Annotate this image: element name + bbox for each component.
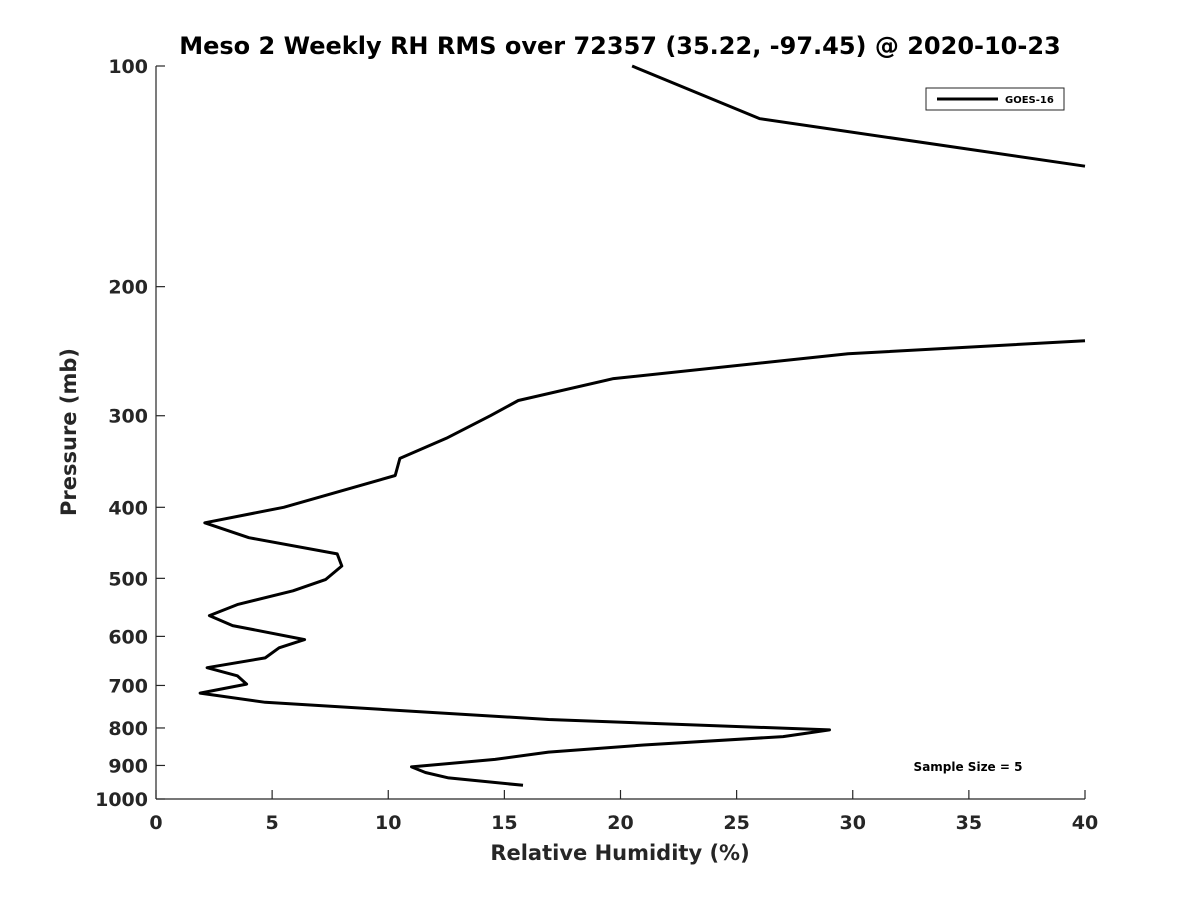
series-line-goes-16-segment-1: [631, 64, 1086, 168]
x-tick-label: 25: [723, 812, 749, 834]
y-tick-label: 300: [108, 406, 148, 428]
y-tick-label: 1000: [95, 789, 148, 811]
y-tick-label: 800: [108, 718, 148, 740]
x-tick-label: 5: [266, 812, 279, 834]
series-lines: [198, 64, 1086, 787]
y-axis-ticks: 100 200 300 400 500 600 700 800 900 1000: [95, 56, 165, 811]
y-tick-label: 100: [108, 56, 148, 78]
x-tick-label: 10: [375, 812, 401, 834]
x-tick-label: 30: [840, 812, 866, 834]
y-tick-label: 500: [108, 568, 148, 590]
legend-label-goes-16: GOES-16: [1005, 95, 1054, 106]
x-tick-label: 40: [1072, 812, 1098, 834]
x-tick-label: 35: [956, 812, 982, 834]
x-tick-label: 0: [149, 812, 162, 834]
x-axis-label: Relative Humidity (%): [490, 841, 749, 865]
series-line-goes-16-segment-2: [198, 339, 1086, 787]
x-tick-label: 15: [491, 812, 517, 834]
y-tick-label: 200: [108, 277, 148, 299]
sample-size-annotation: Sample Size = 5: [914, 760, 1023, 774]
x-axis-ticks: 0 5 10 15 20 25 30 35 40: [149, 790, 1098, 834]
y-tick-label: 700: [108, 675, 148, 697]
y-tick-label: 900: [108, 755, 148, 777]
y-axis-label: Pressure (mb): [57, 348, 81, 516]
legend: GOES-16: [925, 87, 1065, 111]
plot-frame: [155, 66, 1085, 800]
y-tick-label: 400: [108, 497, 148, 519]
x-tick-label: 20: [607, 812, 633, 834]
chart-title: Meso 2 Weekly RH RMS over 72357 (35.22, …: [179, 32, 1061, 60]
y-tick-label: 600: [108, 626, 148, 648]
